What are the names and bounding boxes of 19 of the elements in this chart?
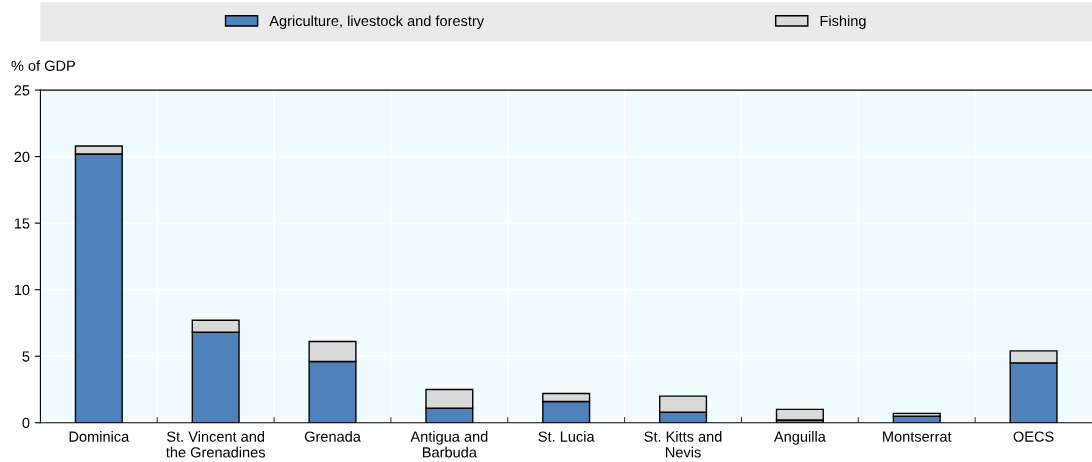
- y-tick-label: 5: [22, 351, 30, 362]
- x-tick-label: Anguilla: [773, 431, 826, 445]
- x-tick-label: Antigua and Barbuda: [410, 431, 488, 458]
- bar: [775, 408, 824, 421]
- y-tick-label: 25: [14, 85, 30, 96]
- x-tick-label: St. Vincent and the Grenadines: [166, 431, 266, 458]
- y-axis-title: % of GDP: [11, 60, 75, 71]
- y-tick-label: 15: [14, 218, 30, 229]
- y-tick-label: 20: [14, 151, 30, 163]
- x-tick-label: Grenada: [304, 431, 361, 442]
- legend-label: Fishing: [820, 15, 866, 29]
- legend-label: Agriculture, livestock and forestry: [269, 15, 485, 29]
- x-tick-label: St. Lucia: [538, 431, 595, 442]
- y-tick-label: 10: [14, 284, 30, 296]
- y-tick-label: 0: [22, 417, 30, 429]
- x-tick-label: OECS: [1013, 431, 1054, 442]
- x-tick-label: St. Kitts and Nevis: [644, 431, 722, 458]
- x-tick-label: Dominica: [69, 431, 130, 442]
- x-tick-label: Montserrat: [883, 431, 952, 442]
